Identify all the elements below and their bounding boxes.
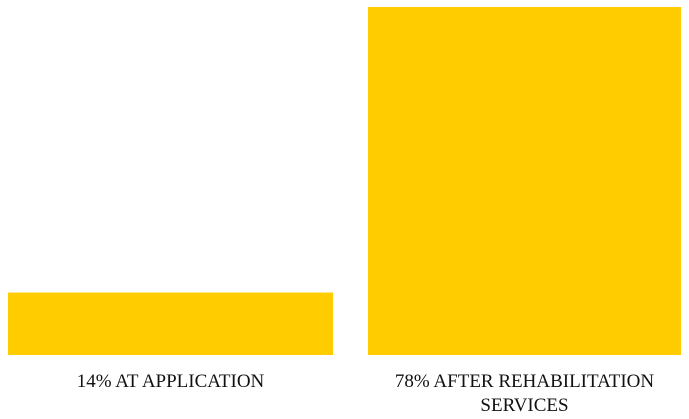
category-label-2: 78% AFTER REHABILITATION SERVICES <box>395 371 654 416</box>
category-label-2-line-1: 78% AFTER REHABILITATION <box>395 371 654 392</box>
category-label-2-line-2: SERVICES <box>480 395 568 416</box>
bar-1 <box>8 292 333 355</box>
bars-group <box>8 7 681 355</box>
category-labels-group: 14% AT APPLICATION 78% AFTER REHABILITATI… <box>77 371 655 416</box>
category-label-1: 14% AT APPLICATION <box>77 371 265 392</box>
bar-2 <box>368 7 681 355</box>
category-label-1-line-1: 14% AT APPLICATION <box>77 371 265 392</box>
